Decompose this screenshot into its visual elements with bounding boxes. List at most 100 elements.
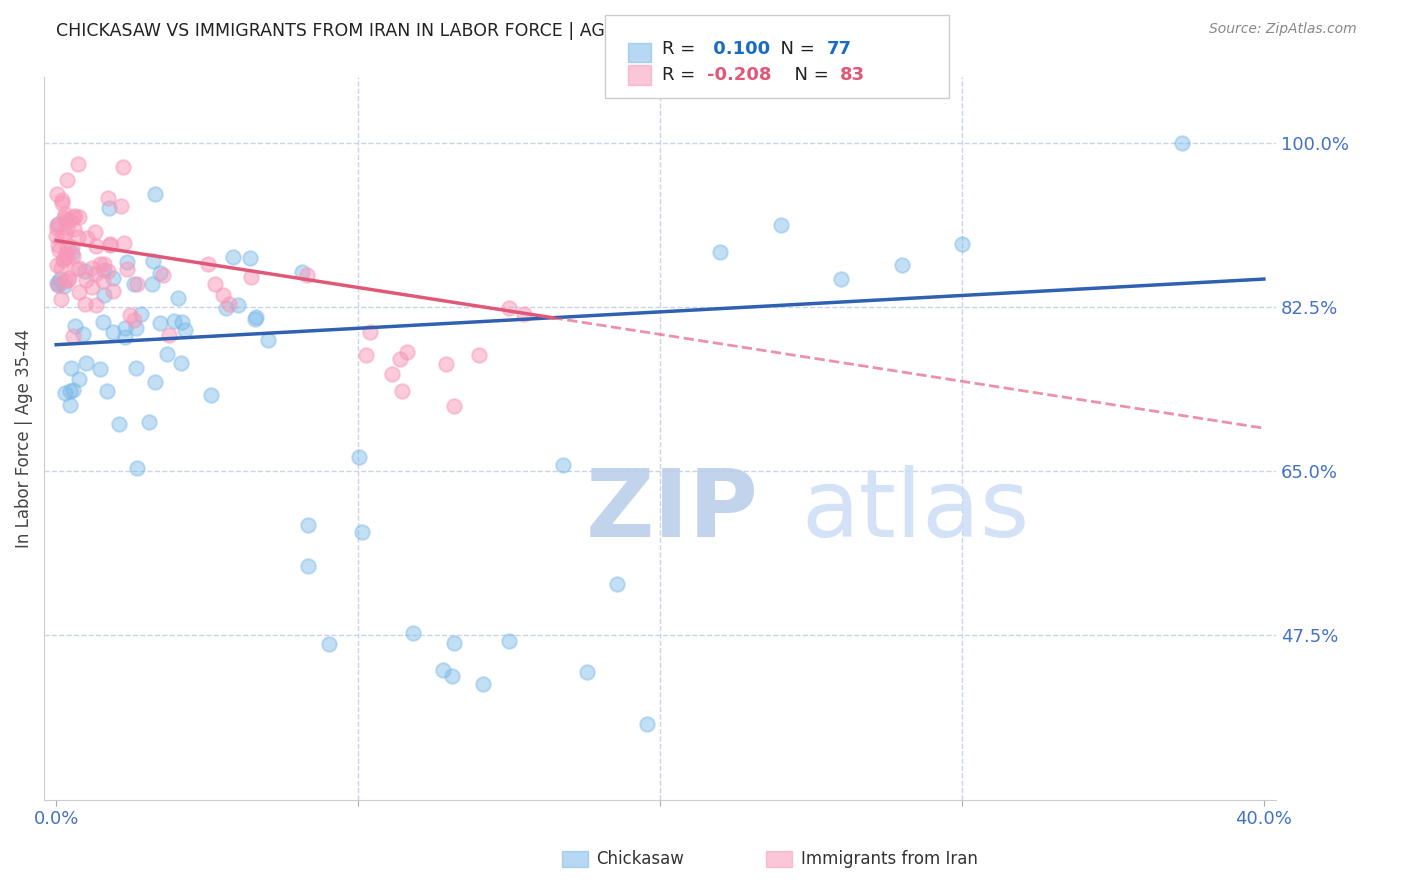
Point	[59, 398, 82, 412]
Point	[291, 264, 314, 278]
Point	[65, 209, 87, 223]
Point	[498, 634, 520, 648]
Point	[297, 517, 319, 532]
Point	[125, 361, 148, 376]
Point	[125, 461, 148, 475]
Point	[131, 307, 153, 321]
Point	[152, 268, 174, 283]
Point	[125, 277, 148, 292]
Point	[103, 284, 125, 298]
Point	[48, 243, 70, 257]
Point	[115, 261, 138, 276]
Point	[89, 362, 111, 376]
Point	[56, 240, 79, 254]
Point	[101, 271, 124, 285]
Point	[606, 577, 628, 591]
Point	[67, 260, 90, 275]
Point	[97, 264, 120, 278]
Point	[436, 357, 458, 371]
Point	[402, 625, 425, 640]
Text: Source: ZipAtlas.com: Source: ZipAtlas.com	[1209, 22, 1357, 37]
Point	[170, 356, 193, 370]
Point	[318, 637, 340, 651]
Point	[103, 325, 125, 339]
Point	[52, 252, 75, 267]
Point	[84, 239, 107, 253]
Point	[122, 312, 145, 326]
Point	[84, 225, 107, 239]
Point	[218, 297, 240, 311]
Point	[59, 361, 82, 376]
Text: -0.208: -0.208	[707, 66, 772, 84]
Point	[56, 250, 79, 264]
Point	[66, 262, 89, 277]
Point	[46, 238, 69, 252]
Point	[98, 236, 121, 251]
Text: CHICKASAW VS IMMIGRANTS FROM IRAN IN LABOR FORCE | AGE 35-44 CORRELATION CHART: CHICKASAW VS IMMIGRANTS FROM IRAN IN LAB…	[56, 22, 866, 40]
Text: 83: 83	[839, 66, 865, 84]
Point	[553, 458, 575, 473]
Point	[197, 257, 219, 271]
Text: ZIP: ZIP	[586, 465, 759, 557]
Point	[58, 270, 80, 285]
Point	[112, 235, 135, 250]
Point	[73, 264, 96, 278]
Point	[60, 240, 83, 254]
Point	[45, 221, 67, 235]
Point	[53, 252, 76, 266]
Point	[56, 272, 79, 286]
Point	[709, 244, 731, 259]
Point	[53, 274, 76, 288]
Point	[468, 348, 491, 362]
Point	[55, 219, 77, 234]
Point	[212, 287, 235, 301]
Point	[98, 238, 121, 252]
Point	[830, 272, 852, 286]
Point	[239, 269, 262, 284]
Point	[49, 272, 72, 286]
Point	[97, 191, 120, 205]
Point	[93, 288, 115, 302]
Point	[381, 367, 404, 381]
Point	[96, 384, 118, 399]
Point	[359, 326, 381, 340]
Point	[75, 297, 97, 311]
Point	[55, 246, 77, 260]
Point	[53, 211, 76, 225]
Point	[636, 716, 658, 731]
Point	[204, 277, 226, 292]
Point	[396, 345, 419, 359]
Point	[80, 280, 103, 294]
Point	[166, 291, 188, 305]
Point	[443, 399, 465, 413]
Text: 0.100: 0.100	[707, 40, 770, 58]
Point	[352, 525, 374, 540]
Point	[62, 383, 84, 397]
Point	[156, 347, 179, 361]
Point	[55, 173, 77, 187]
Point	[59, 384, 82, 398]
Point	[67, 211, 90, 225]
Point	[84, 298, 107, 312]
Point	[354, 348, 377, 362]
Point	[222, 250, 245, 264]
Point	[498, 301, 520, 315]
Point	[75, 273, 97, 287]
Point	[55, 212, 77, 227]
Point	[45, 228, 67, 243]
Point	[67, 230, 90, 244]
Point	[45, 277, 67, 291]
Point	[114, 330, 136, 344]
Point	[84, 267, 107, 281]
Point	[389, 351, 412, 366]
Text: 77: 77	[827, 40, 852, 58]
Point	[91, 315, 114, 329]
Point	[46, 218, 69, 232]
Point	[215, 301, 238, 315]
Point	[890, 258, 912, 272]
Point	[125, 321, 148, 335]
Point	[53, 227, 76, 241]
Text: N =: N =	[769, 40, 821, 58]
Point	[49, 261, 72, 276]
Point	[432, 663, 454, 677]
